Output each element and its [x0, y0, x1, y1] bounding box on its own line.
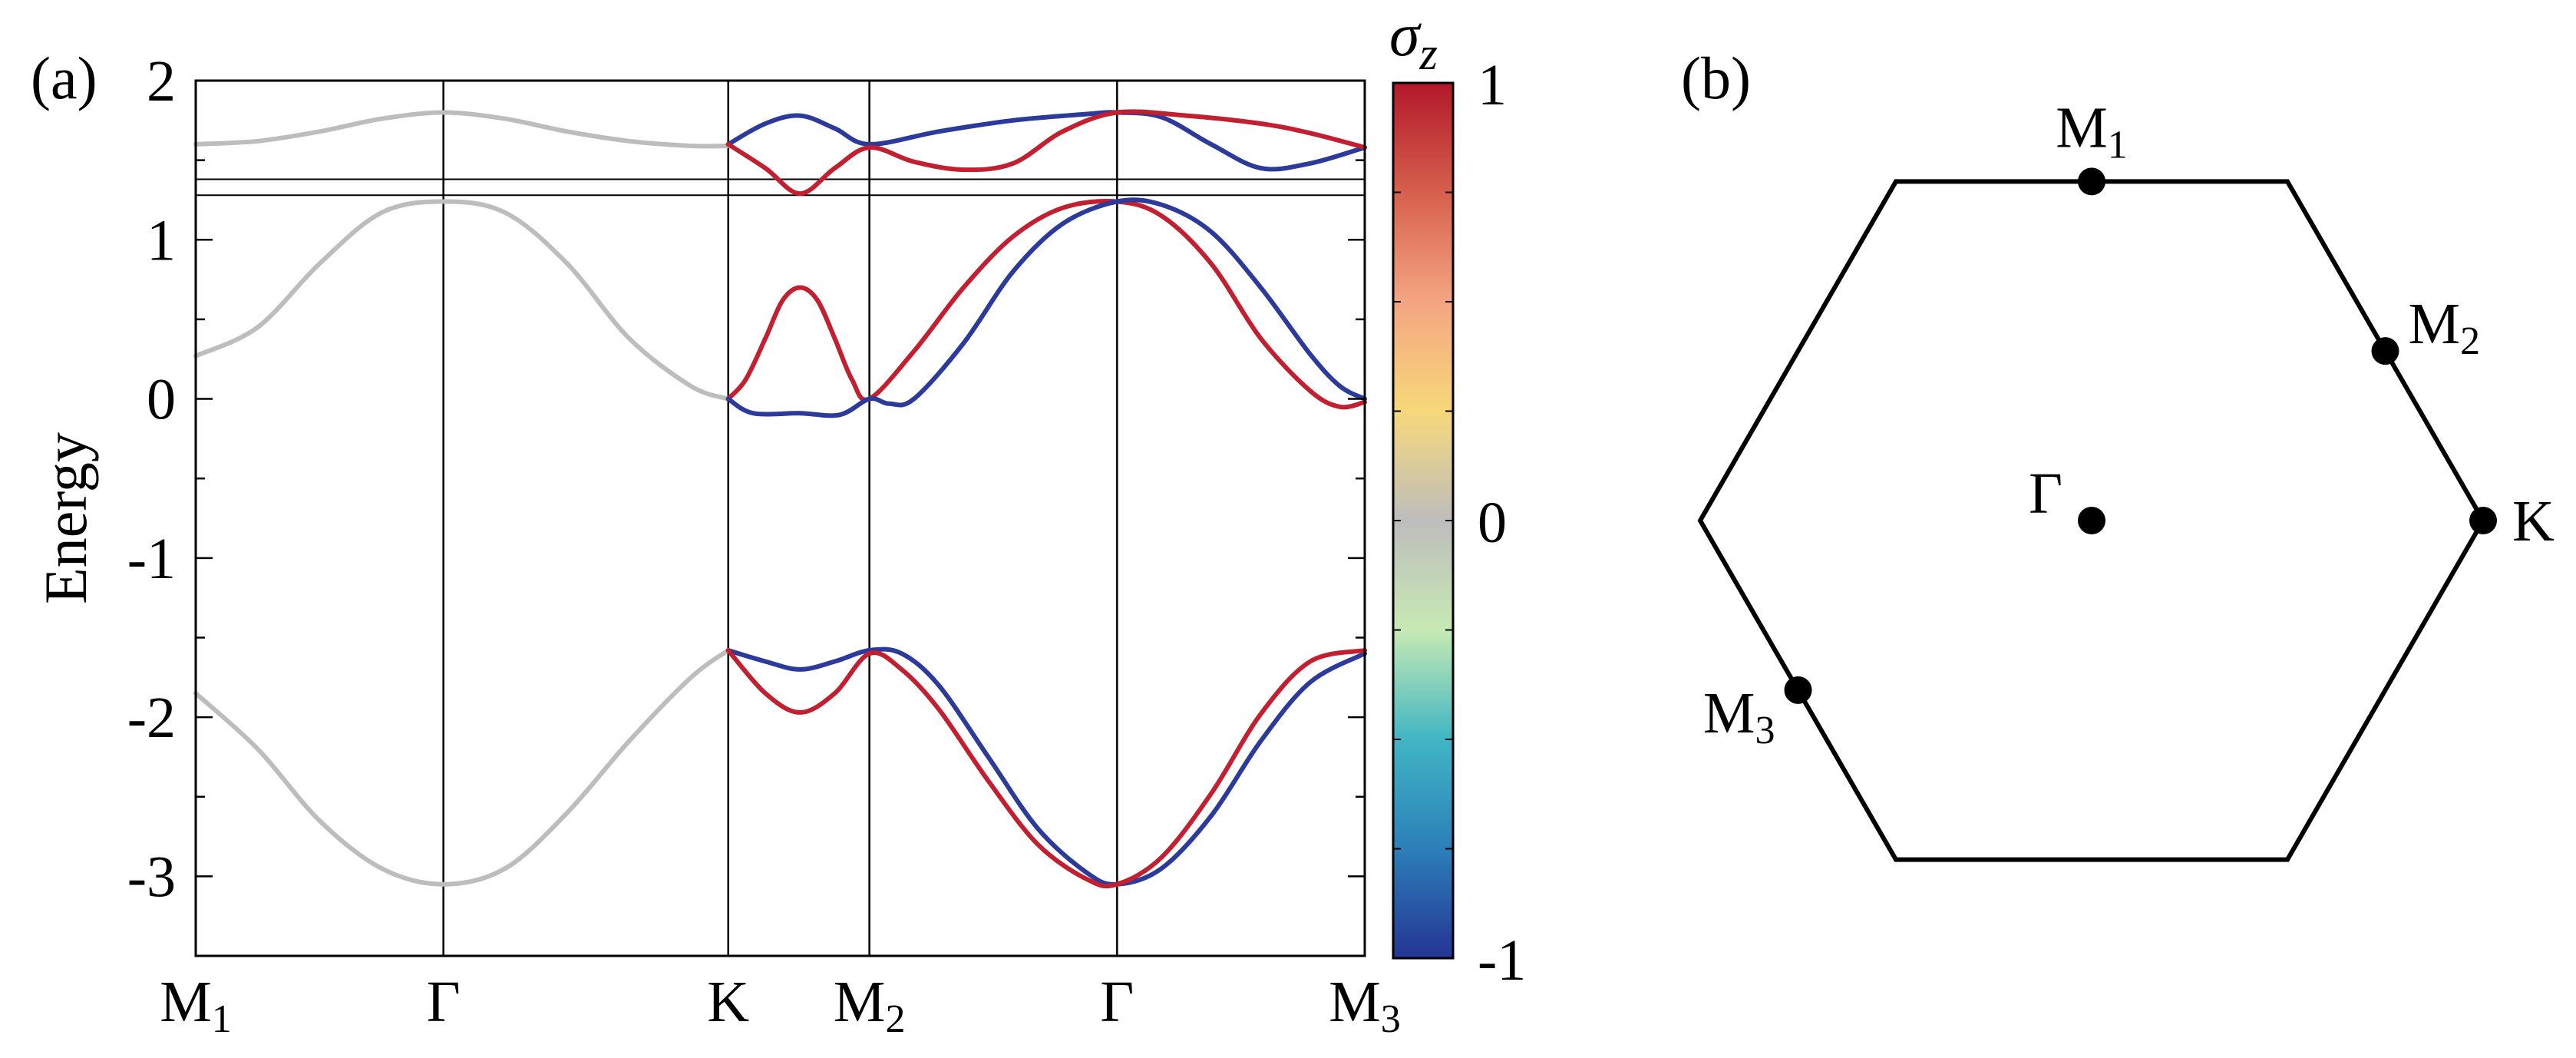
- x-tick-label: Γ: [427, 970, 461, 1034]
- bz-point-label: K: [2512, 489, 2555, 554]
- band-gray-lower: [193, 648, 731, 887]
- bz-point-label: Γ: [2029, 461, 2062, 526]
- panel-label-a: (a): [31, 45, 97, 111]
- hexagon-boundary: [1697, 179, 2486, 862]
- band-red-top: [725, 109, 1367, 197]
- band-gray-upper: [193, 110, 731, 149]
- band-blue-mid: [725, 197, 1367, 418]
- brillouin-zone-diagram: M1 M2 K Γ M3: [1697, 95, 2555, 862]
- x-tick-label: K: [707, 970, 749, 1034]
- bz-point-marker: [2078, 167, 2105, 196]
- band-series: [193, 109, 1367, 889]
- x-tick-label: M1: [160, 970, 232, 1041]
- colorbar-gradient: [1392, 81, 1455, 960]
- band-structure-plot: 2 1 0 -1 -2 -3 M1 Γ K M2 Γ M3 Energy: [32, 49, 1401, 1041]
- colorbar-title-subscript: z: [1418, 28, 1437, 79]
- band-blue-low: [725, 646, 1367, 887]
- bz-point-marker: [2078, 507, 2105, 534]
- k-point-lines: [442, 81, 1118, 956]
- colorbar-tick-labels: 1 0 -1: [1478, 53, 1526, 993]
- bz-point-marker: [2469, 507, 2497, 534]
- x-tick-label: M2: [834, 970, 906, 1041]
- y-tick-label: -3: [127, 845, 176, 909]
- band-blue-top: [725, 110, 1367, 172]
- colorbar: 1 0 -1 σz: [1389, 2, 1526, 993]
- bz-point-label: M1: [2056, 95, 2128, 167]
- colorbar-ticks: [1393, 82, 1453, 959]
- bz-point-marker: [1784, 676, 1812, 704]
- x-tick-label: M3: [1329, 970, 1401, 1041]
- colorbar-tick-label: -1: [1478, 928, 1526, 993]
- colorbar-tick-label: 0: [1478, 491, 1507, 555]
- y-ticks: 2 1 0 -1 -2 -3: [127, 49, 1365, 957]
- colorbar-title: σz: [1389, 2, 1438, 79]
- colorbar-title-symbol: σ: [1389, 2, 1422, 69]
- x-tick-labels: M1 Γ K M2 Γ M3: [160, 970, 1401, 1041]
- y-tick-label: 1: [147, 208, 176, 273]
- y-tick-label: -1: [127, 527, 176, 591]
- panel-label-b: (b): [1681, 45, 1751, 111]
- y-axis-label: Energy: [32, 432, 99, 604]
- bz-point-marker: [2371, 337, 2399, 365]
- y-tick-label: 0: [147, 368, 176, 432]
- band-gray-middle: [193, 199, 731, 402]
- y-tick-label: -2: [127, 686, 176, 750]
- bz-point-label: M3: [1703, 681, 1775, 752]
- colorbar-tick-label: 1: [1478, 53, 1507, 117]
- high-symmetry-points: M1 M2 K Γ M3: [1703, 95, 2555, 752]
- band-red-mid: [725, 198, 1367, 410]
- band-red-low: [725, 648, 1367, 889]
- y-tick-label: 2: [147, 49, 176, 114]
- plot-frame: [194, 79, 1366, 957]
- x-tick-label: Γ: [1100, 970, 1134, 1034]
- bz-point-label: M2: [2409, 292, 2481, 363]
